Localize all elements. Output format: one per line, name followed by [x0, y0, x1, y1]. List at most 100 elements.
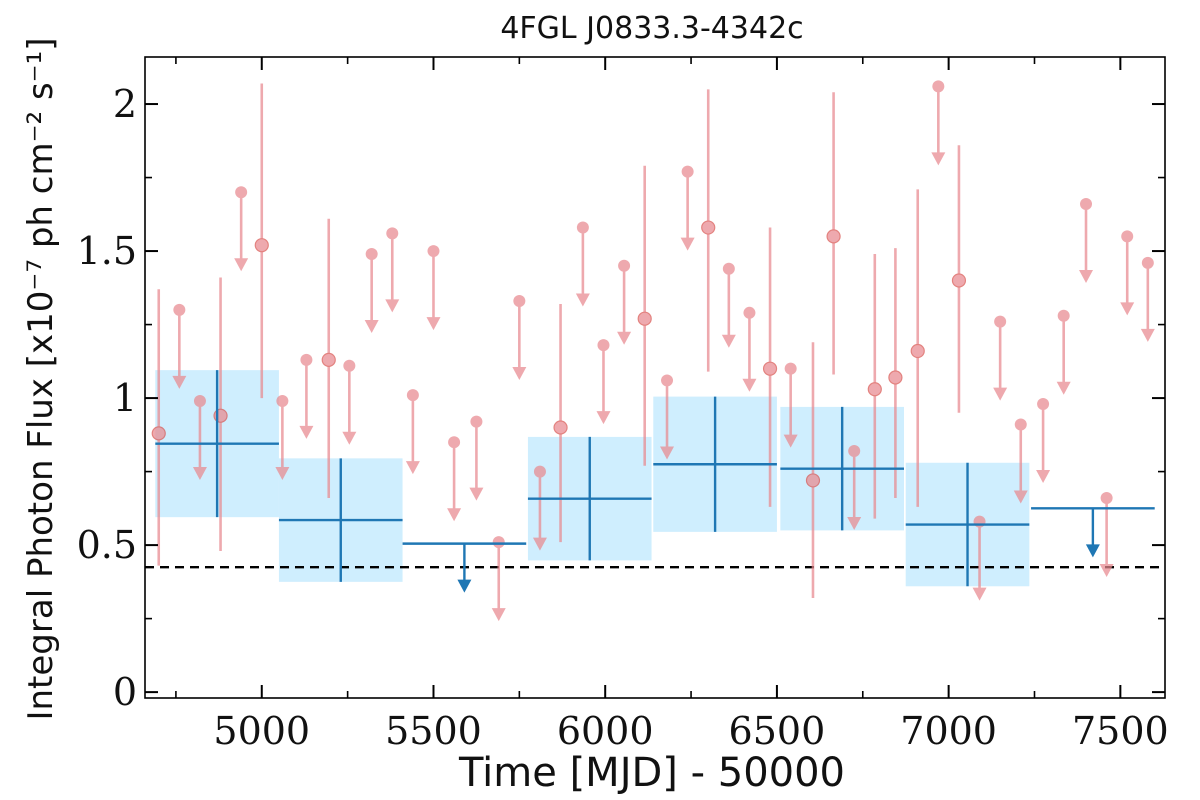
fine-upper-limit-arrow-2 [192, 467, 207, 481]
fine-point-46 [1120, 230, 1135, 316]
bin-upper-limit-arrow-2 [457, 579, 472, 593]
fine-point-32 [826, 92, 841, 375]
fine-point-36 [910, 189, 925, 507]
fine-upper-limit-marker-15 [470, 415, 483, 428]
fine-upper-limit-arrow-37 [931, 152, 946, 166]
fine-upper-limit-arrow-13 [426, 317, 441, 331]
fine-point-24 [660, 374, 675, 460]
fine-upper-limit-marker-4 [235, 186, 248, 199]
fine-point-marker-36 [910, 343, 925, 359]
fine-upper-limit-arrow-16 [491, 608, 506, 622]
fine-point-2 [192, 395, 207, 481]
x-tick-label-1: 5500 [385, 709, 482, 753]
fine-upper-limit-marker-46 [1121, 230, 1134, 243]
fine-upper-limit-arrow-43 [1056, 381, 1071, 395]
fine-upper-limit-arrow-45 [1099, 564, 1114, 578]
fine-point-9 [342, 359, 357, 445]
x-tick-label-0: 5000 [213, 709, 310, 753]
fine-upper-limit-marker-25 [681, 165, 694, 178]
fine-point-marker-8 [321, 352, 336, 367]
fine-upper-limit-arrow-14 [447, 508, 462, 522]
fine-upper-limit-marker-10 [365, 248, 378, 261]
fine-upper-limit-arrow-27 [721, 334, 736, 348]
fine-point-29 [762, 227, 778, 507]
fine-point-19 [553, 303, 568, 543]
x-tick-label-2: 6000 [557, 709, 654, 753]
fine-upper-limit-arrow-20 [575, 293, 590, 307]
fine-upper-limit-marker-30 [784, 362, 797, 375]
fine-upper-limit-marker-9 [343, 359, 356, 372]
fine-upper-limit-arrow-39 [972, 587, 987, 601]
fine-upper-limit-marker-27 [722, 262, 735, 275]
fine-upper-limit-arrow-47 [1140, 328, 1155, 342]
fine-point-33 [847, 445, 862, 531]
fine-point-6 [275, 395, 290, 481]
fine-upper-limit-arrow-42 [1036, 469, 1051, 483]
fine-point-38 [951, 145, 967, 413]
fine-upper-limit-marker-28 [743, 306, 756, 319]
fine-point-35 [888, 248, 903, 499]
fine-upper-limit-arrow-25 [680, 237, 695, 251]
fine-upper-limit-marker-12 [406, 389, 419, 402]
fine-upper-limit-marker-45 [1100, 492, 1113, 505]
fine-point-marker-26 [701, 220, 716, 235]
fine-point-25 [680, 165, 695, 251]
fine-upper-limit-marker-33 [848, 445, 861, 458]
x-tick-label-4: 7000 [900, 709, 997, 753]
fine-upper-limit-marker-11 [386, 227, 399, 240]
axes-layer: 5000 5500 6000 6500 7000 7500 0 0.5 1 1.5 2 [77, 56, 1169, 753]
fine-upper-limit-marker-16 [492, 536, 505, 549]
fine-upper-limit-arrow-22 [617, 331, 632, 345]
fine-point-43 [1056, 309, 1071, 395]
fine-point-15 [469, 415, 484, 501]
plot-frame [144, 56, 1166, 699]
fine-upper-limit-marker-6 [276, 395, 289, 408]
fine-upper-limit-arrow-4 [234, 258, 249, 272]
y-tick-label-1: 0.5 [77, 523, 137, 567]
fine-upper-limit-arrow-33 [847, 517, 862, 531]
fine-point-marker-35 [888, 370, 903, 385]
x-tick-label-3: 6500 [729, 709, 826, 753]
fine-upper-limit-marker-17 [513, 295, 526, 308]
fine-upper-limit-arrow-24 [660, 446, 675, 460]
fine-point-7 [299, 353, 314, 439]
fine-point-44 [1079, 198, 1094, 284]
fine-point-23 [637, 165, 652, 466]
coarse-bins-layer [155, 370, 1155, 593]
fine-point-20 [575, 221, 590, 307]
fine-point-marker-19 [553, 420, 568, 435]
fine-upper-limit-marker-14 [448, 436, 461, 449]
fine-upper-limit-marker-39 [973, 515, 986, 528]
fine-upper-limit-marker-13 [427, 245, 440, 258]
fine-point-41 [1013, 418, 1028, 504]
fine-upper-limit-marker-41 [1014, 418, 1027, 431]
fine-point-14 [447, 436, 462, 522]
fine-upper-limit-arrow-17 [512, 367, 527, 381]
fine-upper-limit-arrow-12 [405, 461, 420, 475]
fine-upper-limit-arrow-9 [342, 431, 357, 445]
fine-point-marker-5 [254, 238, 269, 253]
fine-point-marker-29 [762, 361, 778, 376]
fine-upper-limit-marker-21 [597, 339, 610, 352]
chart-title: 4FGL J0833.3-4342c [500, 11, 803, 46]
fine-point-45 [1099, 492, 1114, 578]
fine-upper-limit-marker-47 [1141, 256, 1154, 269]
fine-upper-limit-marker-37 [932, 80, 945, 93]
fine-point-marker-34 [867, 382, 882, 397]
fine-upper-limit-arrow-1 [172, 375, 187, 389]
fine-upper-limit-arrow-46 [1120, 302, 1135, 316]
fine-point-30 [783, 362, 798, 448]
fine-upper-limit-arrow-40 [993, 387, 1008, 401]
fine-point-27 [721, 262, 736, 348]
fine-point-16 [491, 536, 506, 622]
fine-upper-limit-marker-43 [1057, 309, 1070, 322]
fine-point-12 [405, 389, 420, 475]
fine-point-11 [385, 227, 400, 313]
fine-point-5 [254, 83, 269, 399]
x-tick-label-5: 7500 [1072, 709, 1169, 753]
fine-upper-limit-marker-1 [173, 303, 186, 316]
fine-point-4 [234, 186, 249, 272]
bin-upper-limit-arrow-7 [1085, 544, 1100, 558]
fine-point-marker-23 [637, 311, 652, 326]
